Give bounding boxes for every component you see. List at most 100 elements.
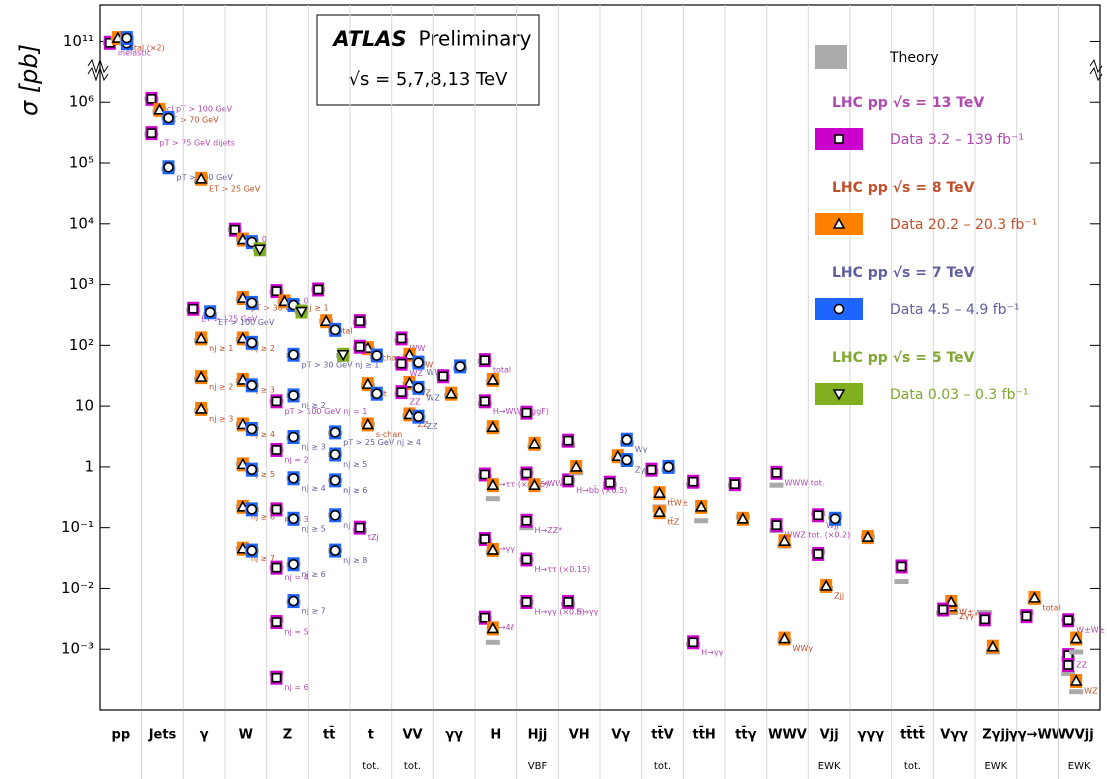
marker <box>355 316 365 326</box>
legend-title: LHC pp √s = 13 TeV <box>832 95 984 111</box>
category-label: tt̄ <box>323 726 335 742</box>
point-label: ZZ <box>427 422 438 431</box>
point-label: nj ≥ 3 <box>251 385 275 394</box>
marker <box>563 435 573 446</box>
point-label: Zγγ <box>959 612 974 621</box>
category-label: tt̄V <box>651 726 674 742</box>
legend-data-label: Data 20.2 – 20.3 fb⁻¹ <box>890 217 1037 233</box>
point-label: nj ≥ 4 <box>251 430 275 439</box>
legend-title: LHC pp √s = 7 TeV <box>832 265 975 281</box>
point-label: tt̄W± <box>668 497 689 507</box>
point-label: WW <box>410 344 426 353</box>
marker <box>611 449 625 461</box>
marker <box>396 358 407 369</box>
marker <box>486 373 500 385</box>
marker <box>646 464 657 475</box>
marker <box>288 472 299 484</box>
point-label: nj ≥ 7 <box>302 607 326 616</box>
point-label: WZ <box>410 369 424 378</box>
marker <box>480 396 490 407</box>
point-label: H→ττ (×0.25) <box>493 480 549 489</box>
point-label: pT > 70 GeV <box>168 115 220 124</box>
legend-marker <box>832 389 846 401</box>
marker <box>329 324 341 336</box>
marker <box>329 427 341 438</box>
axis-break <box>87 58 109 82</box>
marker <box>246 297 258 309</box>
marker <box>204 306 216 318</box>
point-label: W±γγ <box>959 607 983 616</box>
marker <box>403 348 416 360</box>
legend: Theory LHC pp √s = 13 TeV Data 3.2 – 139 f… <box>815 45 1037 405</box>
marker <box>730 479 740 489</box>
point-label: WZ <box>1084 687 1098 696</box>
marker <box>569 460 583 472</box>
marker <box>246 337 258 349</box>
marker <box>778 534 791 546</box>
category-sublabel: EWK <box>818 761 841 772</box>
theory-band <box>1069 689 1084 695</box>
marker <box>896 561 907 572</box>
title-box <box>316 14 540 106</box>
legend-marker <box>834 134 844 144</box>
marker <box>194 172 208 184</box>
marker <box>521 468 532 479</box>
y-tick-label: 10¹¹ <box>63 32 94 50</box>
axis-break <box>1089 58 1103 82</box>
point-label: ZZ <box>418 420 429 429</box>
point-label: pT > 30 GeV nj ≥ 1 <box>302 360 380 369</box>
legend-theory-label: Theory <box>889 50 939 66</box>
theory-band <box>1069 649 1084 655</box>
point-label: total <box>334 327 352 336</box>
point-label: WWγ <box>793 644 814 653</box>
marker <box>480 469 490 480</box>
marker <box>295 306 308 319</box>
point-label: nj ≥ 1 <box>209 344 233 353</box>
marker <box>778 631 791 644</box>
marker <box>271 286 282 296</box>
point-label: nj ≥ 4 <box>302 484 326 493</box>
category-label: Jets <box>148 728 177 743</box>
marker <box>329 509 341 521</box>
category-label: Vjj <box>820 728 839 743</box>
y-tick-label: 10 <box>75 397 94 415</box>
point-label: H→WW* <box>535 479 568 488</box>
marker <box>653 486 666 498</box>
point-label: t-chan <box>376 354 401 363</box>
marker <box>236 373 250 385</box>
marker <box>371 388 383 400</box>
point-label: nj ≥ 2 <box>209 383 233 392</box>
point-label: pT > 75 GeV dijets <box>160 139 235 148</box>
marker <box>288 558 299 570</box>
point-label: Zjj <box>834 591 844 600</box>
marker <box>486 478 500 490</box>
marker <box>371 350 383 361</box>
point-label: H→γγ <box>701 648 723 657</box>
point-label: total <box>1043 603 1061 612</box>
legend-data-label: Data 3.2 – 139 fb⁻¹ <box>890 132 1024 148</box>
category-label: W <box>239 728 253 743</box>
marker <box>319 314 333 326</box>
point-label: WWZ tot. (×0.2) <box>785 531 851 540</box>
marker <box>621 454 633 466</box>
marker <box>253 244 267 256</box>
marker <box>688 476 698 487</box>
category-label: t <box>368 728 374 743</box>
legend-title: LHC pp √s = 8 TeV <box>832 180 975 196</box>
marker <box>563 597 573 607</box>
point-label: nj = 6 <box>285 683 309 692</box>
marker <box>146 128 157 138</box>
marker <box>480 534 490 544</box>
energy-label: √s = 5,7,8,13 TeV <box>349 69 509 90</box>
marker <box>194 331 208 344</box>
marker <box>194 402 208 414</box>
marker <box>621 434 633 446</box>
marker <box>403 376 416 388</box>
marker <box>1069 631 1083 644</box>
marker <box>288 595 299 607</box>
marker <box>521 407 532 418</box>
marker <box>1069 674 1083 686</box>
marker <box>355 341 365 352</box>
marker <box>396 387 407 397</box>
